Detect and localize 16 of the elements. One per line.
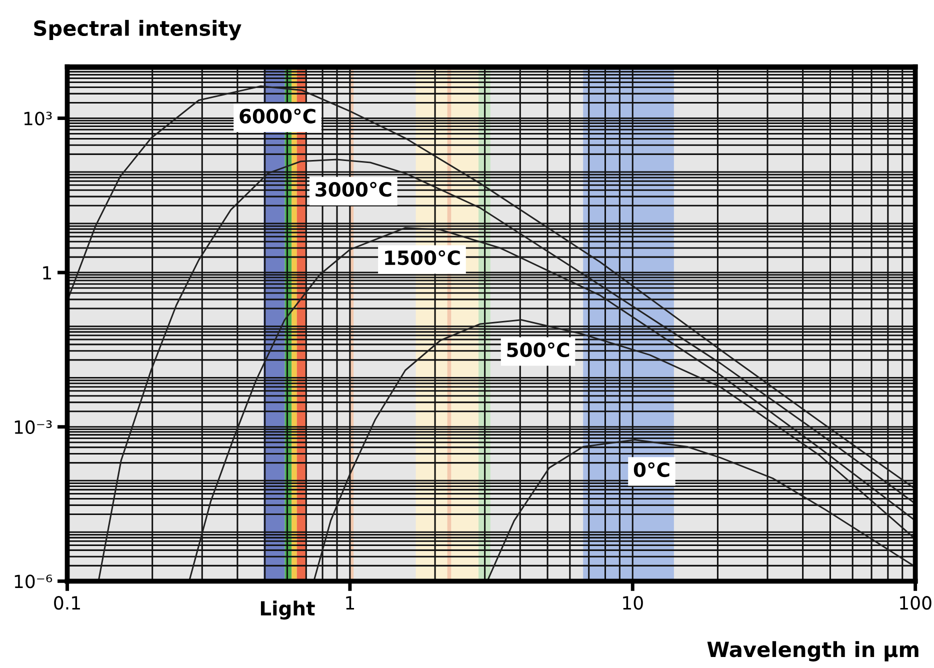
x-tick-label: 1: [346, 596, 354, 610]
series-label: 3000°C: [316, 182, 392, 197]
y-tick-label: 10³: [24, 112, 52, 126]
y-tick-label: 10⁻³: [14, 420, 52, 434]
annotation: Light: [260, 600, 315, 620]
y-tick-label: 1: [43, 266, 51, 280]
x-tick-label: 0.1: [54, 596, 80, 610]
series-label: 1500°C: [385, 250, 460, 266]
y-tick-label: 10⁻⁶: [14, 574, 52, 588]
x-axis-title: Wavelength in µm: [707, 641, 918, 662]
series-label: 0°C: [634, 462, 670, 478]
x-tick-label: 10: [623, 596, 643, 610]
series-label: 6000°C: [240, 108, 316, 124]
series-label: 500°C: [507, 342, 570, 358]
chart-title: Spectral intensity: [34, 20, 242, 40]
x-tick-label: 100: [900, 596, 932, 610]
